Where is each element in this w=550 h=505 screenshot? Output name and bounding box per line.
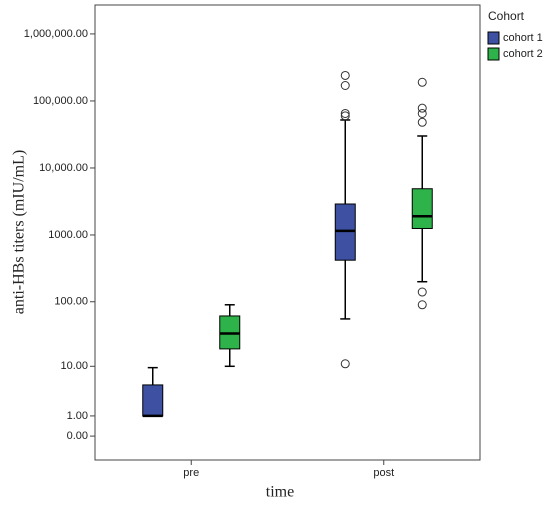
box <box>142 384 164 417</box>
outlier <box>340 80 350 90</box>
outlier <box>340 70 350 80</box>
outlier <box>417 108 427 118</box>
outlier <box>417 300 427 310</box>
y-tick-label: 10,000.00 <box>39 162 88 174</box>
y-tick-label: 1,000,000.00 <box>24 28 88 40</box>
x-axis-label: time <box>266 484 294 501</box>
outlier <box>340 111 350 121</box>
outlier <box>417 103 427 113</box>
legend-swatch <box>487 47 500 61</box>
outlier <box>340 108 350 118</box>
y-tick-label: 0.00 <box>67 430 88 442</box>
legend-label: cohort 1 <box>503 32 543 44</box>
plot-frame <box>94 4 481 461</box>
y-tick-label: 1.00 <box>67 410 88 422</box>
outlier <box>417 287 427 297</box>
outlier <box>417 77 427 87</box>
y-axis-label: anti-HBs titers (mIU/mL) <box>11 150 28 314</box>
x-tick-label: post <box>373 467 394 479</box>
y-tick-label: 10.00 <box>60 360 88 372</box>
legend-swatch <box>487 31 500 45</box>
y-tick-label: 1000.00 <box>48 229 88 241</box>
box <box>411 188 433 229</box>
y-tick-label: 100,000.00 <box>33 95 88 107</box>
y-tick-label: 100.00 <box>54 296 88 308</box>
x-tick-label: pre <box>183 467 199 479</box>
outlier <box>340 359 350 369</box>
outlier <box>417 117 427 127</box>
legend-title: Cohort <box>488 9 525 23</box>
legend-label: cohort 2 <box>503 48 543 60</box>
